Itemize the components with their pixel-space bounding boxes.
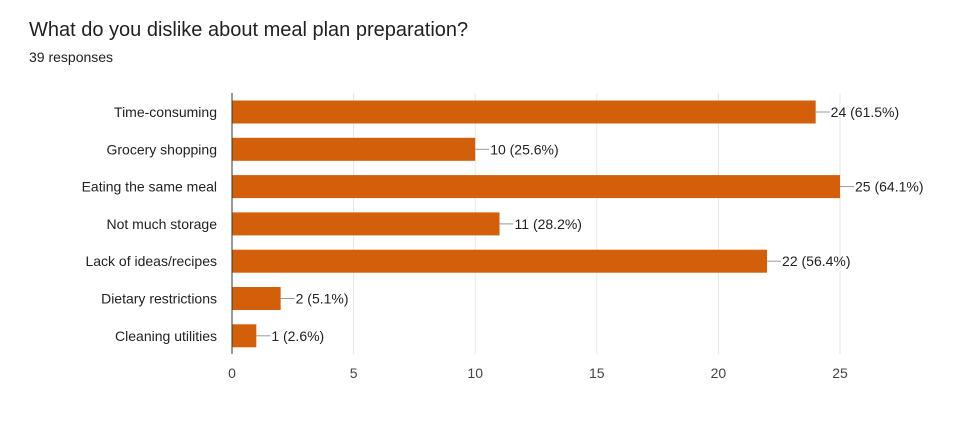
bar <box>232 212 500 236</box>
x-tick-label: 25 <box>832 365 848 381</box>
data-label: 11 (28.2%) <box>515 216 582 232</box>
category-label: Time-consuming <box>114 104 217 120</box>
x-tick-label: 5 <box>350 365 358 381</box>
x-tick-label: 15 <box>589 365 605 381</box>
x-tick-label: 0 <box>228 365 236 381</box>
category-label: Eating the same meal <box>82 179 217 195</box>
category-label: Dietary restrictions <box>101 291 217 307</box>
bar <box>232 137 476 161</box>
response-count: 39 responses <box>29 49 114 65</box>
data-label: 2 (5.1%) <box>296 291 349 307</box>
category-label: Cleaning utilities <box>115 328 217 344</box>
category-label: Grocery shopping <box>106 141 217 157</box>
chart-title: What do you dislike about meal plan prep… <box>29 19 469 41</box>
bar <box>232 100 816 124</box>
category-label: Lack of ideas/recipes <box>85 253 217 269</box>
data-label: 24 (61.5%) <box>831 104 899 120</box>
data-label: 1 (2.6%) <box>271 328 324 344</box>
x-tick-label: 10 <box>467 365 483 381</box>
bar <box>232 175 840 199</box>
x-tick-label: 20 <box>711 365 727 381</box>
data-label: 22 (56.4%) <box>782 253 850 269</box>
data-label: 10 (25.6%) <box>490 141 558 157</box>
bar <box>232 249 768 273</box>
bar <box>232 324 257 348</box>
category-label: Not much storage <box>107 216 218 232</box>
bar <box>232 287 281 310</box>
data-label: 25 (64.1%) <box>855 179 923 195</box>
